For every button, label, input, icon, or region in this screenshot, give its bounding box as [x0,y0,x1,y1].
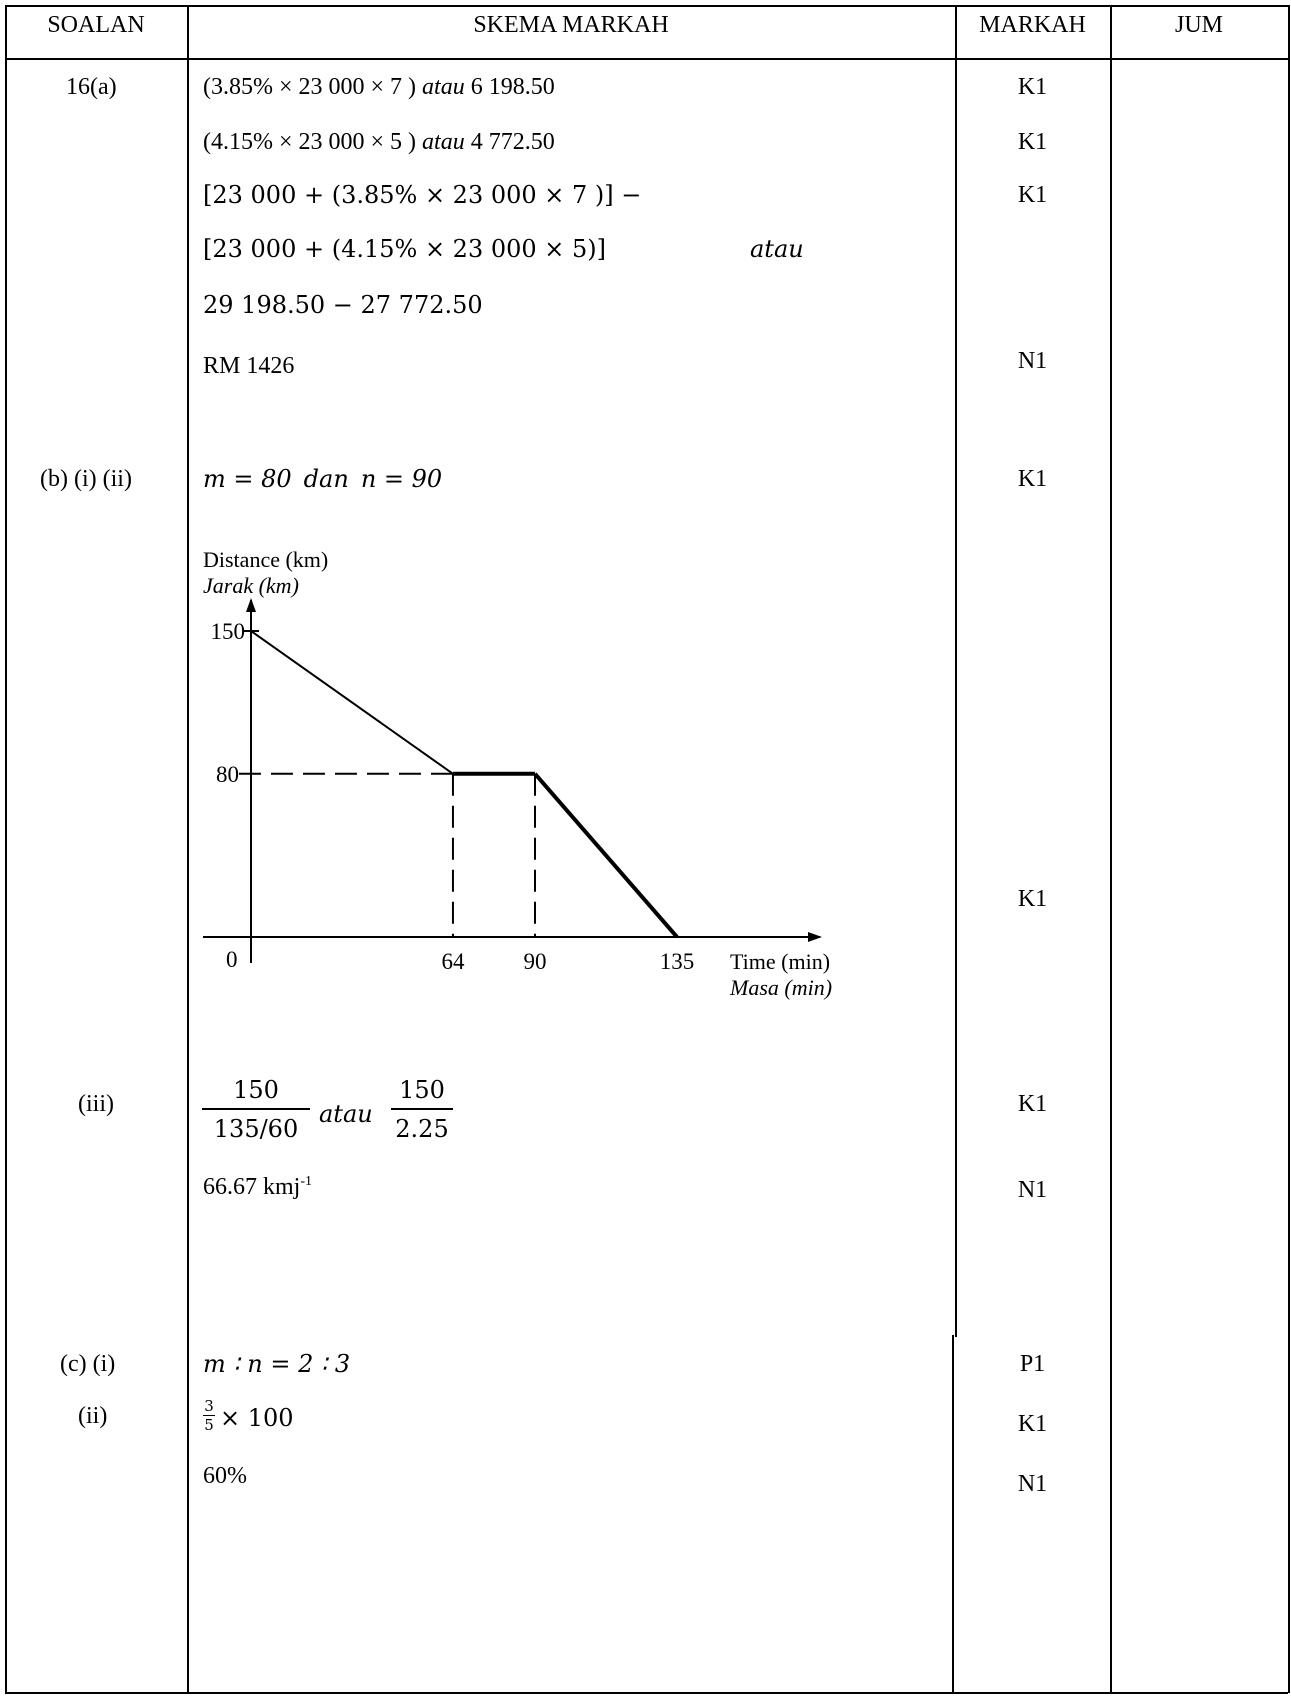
speed-value: 66.67 kmj [203,1174,301,1200]
fraction-1-numerator: 150 [233,1076,279,1104]
fraction-2-bar [391,1108,453,1110]
question-label-16b-iii: (iii) [78,1091,114,1117]
q16b-n-value: n = 90 [360,465,443,493]
q16c-times-100: × 100 [220,1404,294,1432]
question-label-16b: (b) (i) (ii) [40,466,132,492]
header-soalan: SOALAN [47,12,145,38]
q16c-ratio: m ∶ n = 2 ∶ 3 [203,1350,351,1378]
question-label-16c-ii: (ii) [78,1403,108,1429]
graph-segment-3 [533,772,679,939]
small-fraction-denominator: 5 [204,1416,214,1435]
x-tick-label-135: 135 [660,949,695,974]
header-markah: MARKAH [979,12,1086,38]
x-axis-label-en: Time (min) [730,949,830,974]
q16b-iii-mark-2: N1 [1017,1177,1048,1203]
speed-exponent: -1 [300,1174,313,1189]
q16c-small-fraction: 3 5 [203,1398,215,1433]
q16b-iii-fraction-2: 150 2.25 [391,1074,453,1145]
table-top-border [5,5,1288,7]
small-fraction-numerator: 3 [204,1397,214,1415]
fraction-2-denominator: 2.25 [395,1114,449,1143]
x-tick-label-90: 90 [524,949,547,974]
question-label-16a: 16(a) [66,74,117,100]
q16b-iii-atau: atau [319,1100,373,1128]
q16a-line2-atau: atau [422,129,465,155]
x-tick-label-64: 64 [441,949,465,974]
q16a-line4: [23 000 + (4.15% × 23 000 × 5)] [203,235,607,263]
q16b-graph-mark: K1 [1017,886,1048,912]
q16a-line1-atau: atau [422,74,465,100]
q16a-line2-mark: K1 [1017,129,1048,155]
x-axis-label-ms: Masa (min) [729,975,832,1000]
y-tick-label-80: 80 [216,762,239,787]
q16b-iii-fraction-1: 150 135/60 [202,1074,310,1145]
table-left-border [5,5,7,1693]
q16b-m-value: m = 80 [203,465,292,493]
q16a-line2-value: 4 772.50 [470,129,555,155]
q16b-dan: dan [303,465,349,493]
header-bottom-border [5,58,1288,60]
q16a-line4-atau: atau [750,235,804,263]
col-divider-2 [955,5,957,1337]
table-right-border [1288,5,1290,1693]
small-fraction-bar [203,1415,215,1417]
q16c-i-mark: P1 [1019,1351,1046,1377]
y-axis-label-en: Distance (km) [203,547,328,572]
header-skema-markah: SKEMA MARKAH [473,12,669,38]
q16c-ii-mark-1: K1 [1017,1411,1048,1437]
fraction-2-numerator: 150 [399,1076,445,1104]
header-jum: JUM [1174,12,1223,38]
q16b-iii-mark-1: K1 [1017,1091,1048,1117]
q16a-line1-mark: K1 [1017,74,1048,100]
q16b-mark-1: K1 [1017,466,1048,492]
q16a-line1-expr: (3.85% × 23 000 × 7 ) [203,74,417,100]
table-bottom-border [5,1692,1288,1694]
q16a-line3-mark: K1 [1017,182,1048,208]
q16a-line2-expr: (4.15% × 23 000 × 5 ) [203,129,417,155]
q16a-line6-mark: N1 [1017,348,1048,374]
y-axis-label-ms: Jarak (km) [203,573,299,598]
q16a-line6: RM 1426 [203,353,295,379]
q16a-line3: [23 000 + (3.85% × 23 000 × 7 )] − [203,181,642,209]
col-divider-1 [187,5,189,1693]
fraction-1-denominator: 135/60 [213,1114,299,1143]
distance-time-graph: Distance (km) Jarak (km) 150 80 0 64 90 … [203,547,832,1000]
q16b-iii-speed: 66.67 kmj-1 [203,1168,312,1201]
question-label-16c-i: (c) (i) [60,1351,116,1377]
q16a-line1: (3.85% × 23 000 × 7 ) atau 6 198.50 [203,73,555,101]
origin-label: 0 [226,947,238,972]
q16c-ii-mark-2: N1 [1017,1471,1048,1497]
q16b-mn-line: m = 80 dan n = 90 [203,465,442,494]
fraction-1-bar [202,1108,310,1110]
col-divider-3 [1110,5,1112,1693]
col-divider-2-lower [952,1335,954,1693]
q16a-line5: 29 198.50 − 27 772.50 [203,291,483,319]
q16a-line1-value: 6 198.50 [470,74,555,100]
graph-segment-1 [250,630,454,775]
q16c-percent: 60% [203,1463,247,1489]
q16a-line2: (4.15% × 23 000 × 5 ) atau 4 772.50 [203,128,555,156]
y-tick-label-150: 150 [211,619,246,644]
